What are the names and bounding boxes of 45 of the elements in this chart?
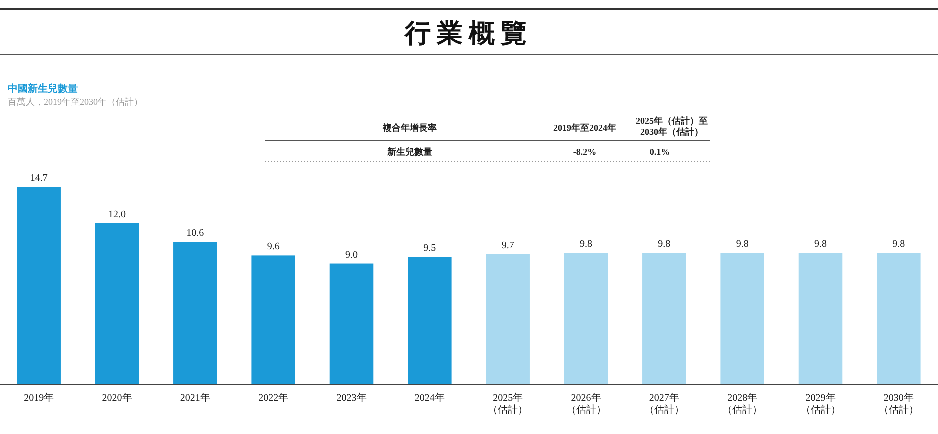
bar — [17, 187, 61, 385]
x-tick-label: 2026年（估計） — [566, 392, 606, 416]
bar — [174, 242, 218, 385]
text: 複合年增長率 — [382, 123, 437, 133]
x-tick-label: 2029年（估計） — [800, 392, 841, 416]
x-tick-label: 2025年（估計） — [488, 392, 528, 416]
data-label: 9.6 — [267, 242, 280, 253]
x-tick-label: 2020年 — [102, 392, 132, 404]
chart-title: 行業概覽 — [404, 19, 533, 48]
bar — [486, 254, 530, 385]
bar — [798, 253, 843, 385]
x-tick-label: 2023年 — [336, 392, 367, 404]
bar — [720, 253, 764, 385]
x-tick-label: 2022年 — [258, 392, 289, 404]
text: 百萬人，2019年至2030年（估計） — [8, 97, 143, 107]
bar — [95, 223, 140, 385]
x-tick-label: 2030年（估計） — [878, 392, 919, 416]
bar — [330, 264, 374, 385]
data-label: 9.8 — [814, 239, 827, 250]
x-tick-label: 2027年（估計） — [644, 392, 684, 416]
text: 新生兒數量 — [386, 147, 432, 157]
x-tick-label: 2019年 — [24, 392, 54, 404]
text: 0.1% — [650, 147, 670, 157]
data-label: 9.8 — [892, 239, 906, 250]
data-label: 14.7 — [30, 173, 48, 184]
bar — [877, 253, 921, 385]
chart-subtitle: 中國新生兒數量 — [8, 83, 78, 95]
data-label: 9.8 — [658, 239, 671, 250]
data-label: 9.8 — [736, 239, 749, 250]
text: 2019年至2024年 — [554, 123, 616, 133]
text: 2025年（估計）至2030年（估計） — [636, 116, 708, 137]
bar — [408, 257, 452, 385]
data-label: 9.0 — [346, 250, 358, 261]
x-tick-label: 2028年（估計） — [722, 392, 763, 416]
data-label: 10.6 — [186, 228, 204, 240]
bar — [642, 253, 686, 385]
bar — [564, 253, 608, 385]
x-tick-label: 2024年 — [414, 392, 445, 404]
x-tick-label: 2021年 — [180, 392, 210, 404]
data-label: 12.0 — [108, 209, 126, 220]
data-label: 9.8 — [580, 239, 592, 250]
text: -8.2% — [573, 147, 597, 157]
data-label: 9.5 — [424, 243, 436, 254]
bar — [252, 256, 296, 385]
data-label: 9.7 — [502, 240, 514, 252]
